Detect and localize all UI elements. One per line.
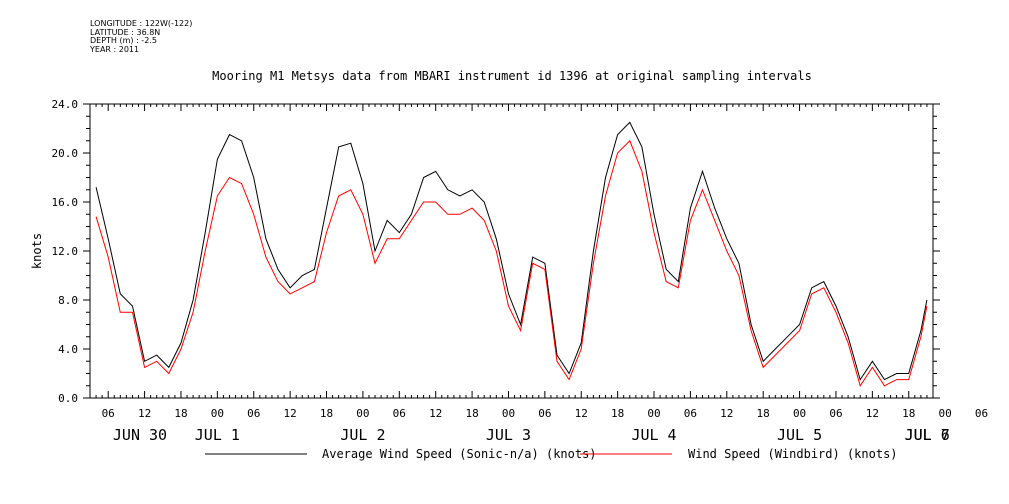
legend-label-windbird: Wind Speed (Windbird) (knots) <box>688 447 898 461</box>
plot-frame <box>89 103 934 399</box>
x-day-label: JUN 30 <box>113 426 167 444</box>
x-hour-label: 12 <box>575 407 588 420</box>
x-hour-label: 06 <box>975 407 988 420</box>
series-line-sonic <box>95 121 928 381</box>
axis-ticks <box>83 103 940 399</box>
x-day-label: JUL 4 <box>631 426 676 444</box>
x-hour-label: 12 <box>284 407 297 420</box>
y-tick-label: 12.0 <box>52 245 79 258</box>
x-hour-label: 06 <box>393 407 406 420</box>
x-day-label: JUL 1 <box>195 426 240 444</box>
y-tick-label: 4.0 <box>58 343 78 356</box>
x-hour-label: 12 <box>429 407 442 420</box>
x-hour-label: 00 <box>211 407 224 420</box>
y-tick-label: 20.0 <box>52 147 79 160</box>
x-day-label: JUL 5 <box>777 426 822 444</box>
x-hour-label: 12 <box>720 407 733 420</box>
x-hour-label: 06 <box>538 407 551 420</box>
series-lines <box>95 121 928 387</box>
x-hour-label: 00 <box>356 407 369 420</box>
x-hour-label: 18 <box>174 407 187 420</box>
y-tick-label: 16.0 <box>52 196 79 209</box>
x-hour-label: 06 <box>102 407 115 420</box>
axis-labels: 0.0 4.0 8.0 12.0 16.0 20.0 24.0 06 12 18 00 06 12 18 0… <box>52 98 989 444</box>
x-day-label: JUL 2 <box>340 426 385 444</box>
x-day-label: JUL 6 <box>905 426 950 444</box>
x-hour-label: 12 <box>138 407 151 420</box>
legend-label-sonic: Average Wind Speed (Sonic-n/a) (knots) <box>322 447 597 461</box>
x-hour-label: 06 <box>684 407 697 420</box>
x-day-label: JUL 7 <box>905 426 950 444</box>
x-hour-label: 06 <box>247 407 260 420</box>
metadata-year: YEAR : 2011 <box>90 44 140 54</box>
x-hour-label: 00 <box>647 407 660 420</box>
x-hour-label: 18 <box>902 407 915 420</box>
x-hour-label: 06 <box>829 407 842 420</box>
y-tick-label: 24.0 <box>52 98 79 111</box>
y-axis-label: knots <box>30 233 44 269</box>
x-hour-label: 00 <box>793 407 806 420</box>
x-hour-label: 18 <box>757 407 770 420</box>
metadata-latitude: LATITUDE : 36.8N <box>90 27 161 37</box>
x-hour-label: 00 <box>939 407 952 420</box>
x-day-label: JUL 3 <box>486 426 531 444</box>
x-hour-label: 18 <box>465 407 478 420</box>
x-hour-label: 18 <box>611 407 624 420</box>
metadata-longitude: LONGITUDE : 122W(-122) <box>90 19 193 28</box>
x-hour-label: 12 <box>866 407 879 420</box>
y-tick-label: 0.0 <box>58 392 78 405</box>
y-tick-label: 8.0 <box>58 294 78 307</box>
metadata-block: LONGITUDE : 122W(-122) LATITUDE : 36.8N … <box>90 19 193 54</box>
x-hour-label: 18 <box>320 407 333 420</box>
chart-title: Mooring M1 Metsys data from MBARI instru… <box>212 69 812 83</box>
x-hour-label: 00 <box>502 407 515 420</box>
metadata-depth: DEPTH (m) : -2.5 <box>90 36 157 45</box>
series-line-windbird <box>95 139 928 387</box>
